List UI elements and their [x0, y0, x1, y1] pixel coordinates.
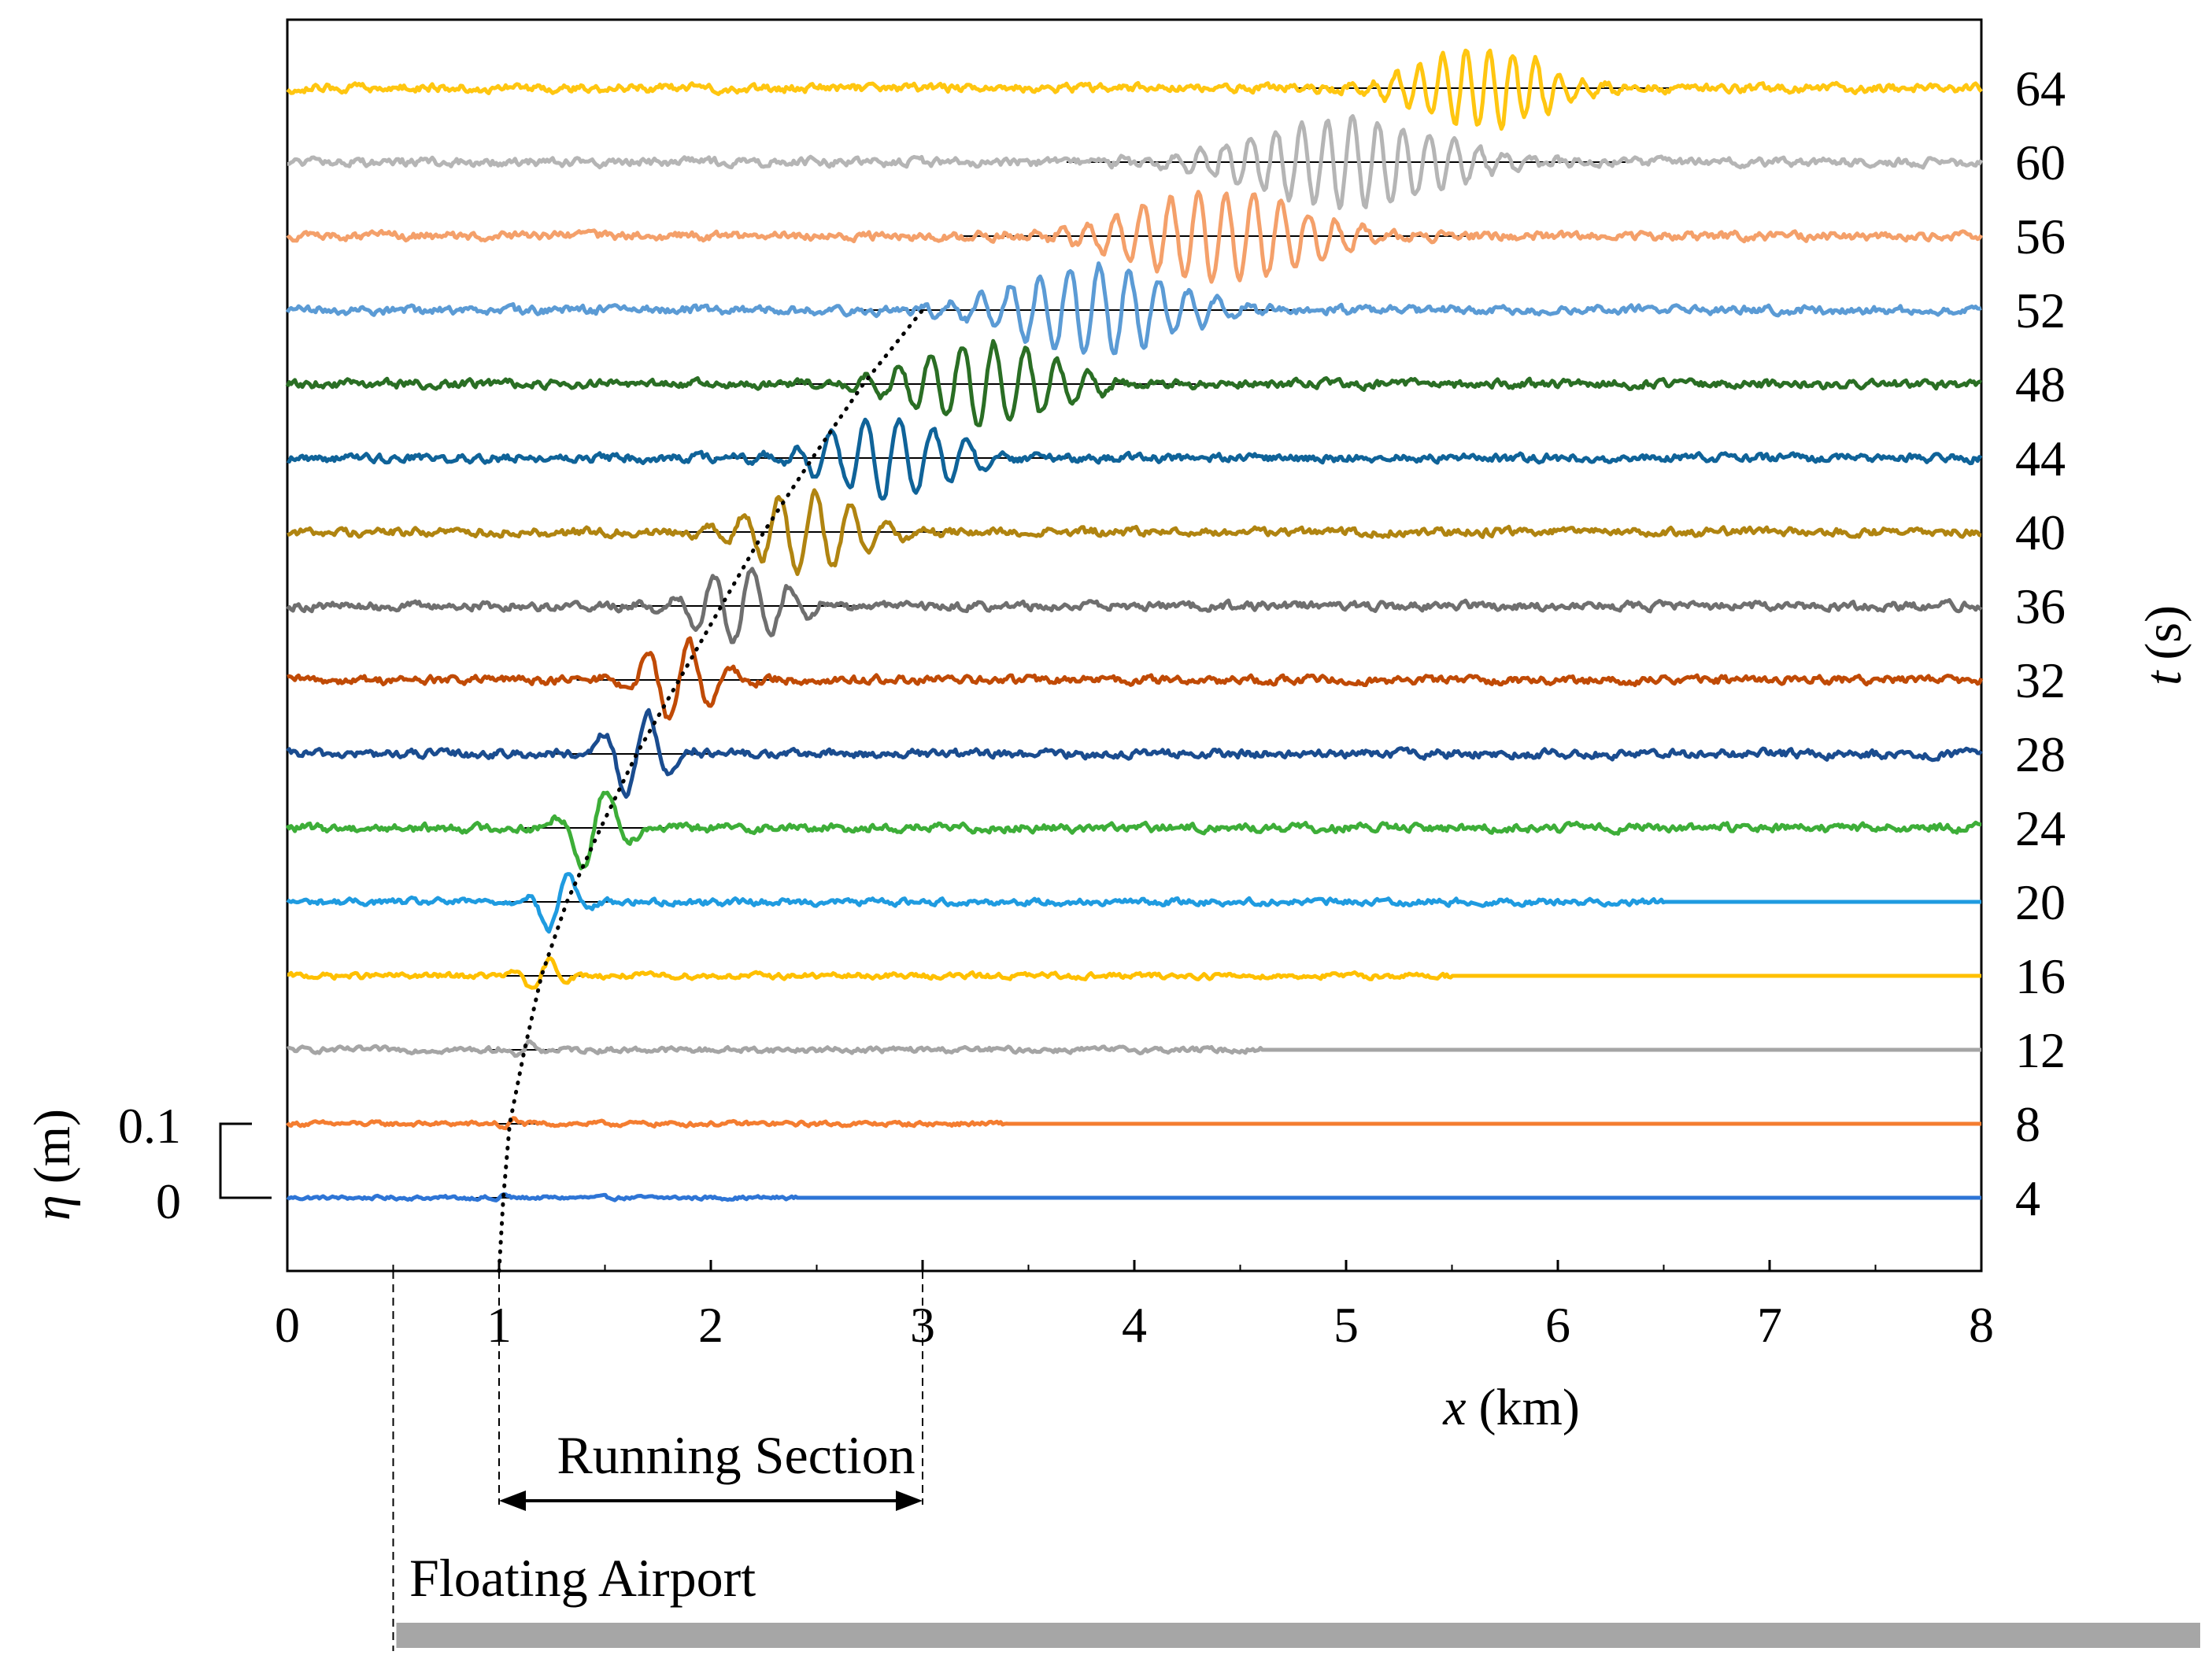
- trace-t44: [287, 417, 1983, 501]
- x-tick-label-0: 0: [275, 1297, 300, 1353]
- trace-t8: [286, 1116, 1982, 1131]
- time-label-t8: 8: [2015, 1096, 2040, 1152]
- scale-bar-bracket: [219, 1122, 272, 1199]
- trace-t48: [285, 338, 1983, 427]
- time-label-t32: 32: [2015, 652, 2066, 708]
- trace-t24: [285, 790, 1982, 870]
- time-label-t48: 48: [2015, 356, 2066, 412]
- time-label-t44: 44: [2015, 430, 2066, 486]
- floating-airport-annotation: Floating Airport: [392, 1271, 2200, 1651]
- trace-t64: [286, 48, 1983, 131]
- time-label-t28: 28: [2015, 726, 2066, 782]
- x-tick-label-6: 6: [1545, 1297, 1570, 1353]
- trace-t32: [287, 636, 1984, 721]
- time-label-t4: 4: [2015, 1170, 2040, 1226]
- running-section-annotation: Running Section: [498, 1271, 923, 1511]
- running-section-arrowhead-left: [499, 1491, 526, 1511]
- baseline-group: [475, 87, 1670, 1199]
- time-label-t40: 40: [2015, 504, 2066, 560]
- x-axis-title: x (km): [1442, 1379, 1580, 1436]
- floating-airport-label: Floating Airport: [409, 1548, 756, 1608]
- time-label-t64: 64: [2015, 61, 2066, 116]
- time-label-t16: 16: [2015, 948, 2066, 1004]
- trace-t28: [286, 707, 1983, 799]
- trace-t60: [287, 114, 1984, 210]
- eta-axis-title: η (m): [24, 1109, 81, 1221]
- x-axis-var: x: [1442, 1379, 1466, 1436]
- x-tick-label-2: 2: [698, 1297, 723, 1353]
- time-label-t20: 20: [2015, 874, 2066, 930]
- trace-t52: [285, 261, 1982, 356]
- time-label-t36: 36: [2015, 578, 2066, 634]
- x-tick-label-8: 8: [1969, 1297, 1994, 1353]
- running-section-label: Running Section: [557, 1425, 915, 1485]
- trace-t56: [286, 190, 1984, 284]
- time-label-t52: 52: [2015, 283, 2066, 338]
- scale-bottom-label: 0: [156, 1173, 181, 1229]
- floating-airport-bar: [396, 1623, 2200, 1648]
- time-label-t24: 24: [2015, 800, 2066, 856]
- trace-group: [285, 48, 1984, 1202]
- trace-t16: [287, 955, 1982, 990]
- scale-top-label: 0.1: [118, 1098, 181, 1154]
- x-axis-unit: (km): [1479, 1379, 1580, 1436]
- x-tick-label-4: 4: [1122, 1297, 1147, 1353]
- time-label-t60: 60: [2015, 135, 2066, 190]
- running-section-arrowhead-right: [896, 1491, 923, 1511]
- eta-axis-unit: (m): [24, 1109, 81, 1184]
- wave-front-curve: [497, 308, 925, 1273]
- trace-t20: [286, 872, 1982, 934]
- trace-t40: [287, 488, 1982, 576]
- time-label-t12: 12: [2015, 1022, 2066, 1078]
- wave-front-group: [497, 308, 925, 1273]
- trace-t12: [287, 1039, 1982, 1058]
- right-axis-unit: (s): [2135, 605, 2192, 660]
- plot-frame: [286, 18, 1983, 1273]
- right-axis-var: t: [2135, 670, 2192, 685]
- x-tick-label-7: 7: [1757, 1297, 1782, 1353]
- trace-t36: [286, 567, 1983, 645]
- x-tick-label-5: 5: [1333, 1297, 1359, 1353]
- right-axis-title: t (s): [2135, 605, 2192, 685]
- trace-t4: [286, 1192, 1982, 1202]
- eta-scale-bar: 0.1 0 η (m): [24, 1098, 272, 1229]
- eta-axis-var: η: [24, 1195, 81, 1221]
- time-label-t56: 56: [2015, 209, 2066, 264]
